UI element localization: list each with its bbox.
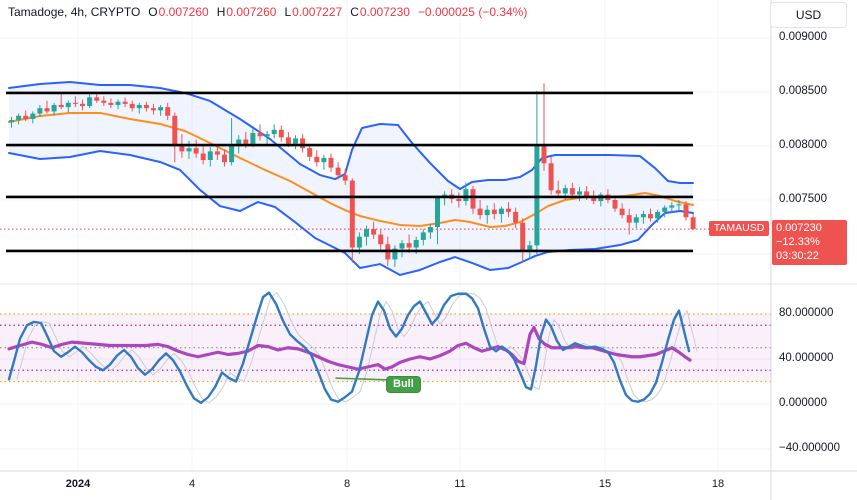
- ohlc-high: H0.007260: [216, 5, 277, 19]
- price-axis-label: 0.008000: [779, 139, 827, 151]
- time-axis-label: 18: [711, 478, 725, 490]
- change-percent: −12.33%: [776, 236, 820, 248]
- indicator-axis-label: 80.000000: [779, 307, 834, 319]
- ohlc-change: −0.000025 (−0.34%): [417, 5, 528, 19]
- last-price-tag: 0.007230 −12.33% 03:30:22: [772, 220, 847, 265]
- indicator-axis-label: 0.000000: [779, 397, 827, 409]
- ohlc-low: L0.007227: [284, 5, 343, 19]
- indicator-axis-label: 40.000000: [779, 352, 834, 364]
- price-line-symbol-tag: TAMAUSD: [709, 221, 769, 236]
- time-axis-label: 8: [343, 478, 351, 490]
- chart-legend[interactable]: Tamadoge, 4h, CRYPTO O0.007260 H0.007260…: [8, 5, 527, 19]
- symbol-title: Tamadoge, 4h, CRYPTO: [8, 5, 141, 19]
- price-axis-label: 0.009000: [779, 31, 827, 43]
- ohlc-open: O0.007260: [148, 5, 209, 19]
- time-axis-label: 4: [188, 478, 196, 490]
- bar-countdown: 03:30:22: [776, 250, 819, 262]
- currency-toggle-button[interactable]: USD: [770, 2, 847, 28]
- time-axis-label: 2024: [65, 478, 91, 490]
- ohlc-close: C0.007230: [350, 5, 410, 19]
- time-axis-label: 15: [598, 478, 612, 490]
- time-axis-label: 11: [454, 478, 466, 490]
- last-price-value: 0.007230: [776, 222, 822, 234]
- indicator-axis-label: −40.000000: [779, 442, 841, 454]
- bull-signal-label[interactable]: Bull: [386, 376, 421, 393]
- price-axis-label: 0.007500: [779, 193, 827, 205]
- price-axis-label: 0.008500: [779, 85, 827, 97]
